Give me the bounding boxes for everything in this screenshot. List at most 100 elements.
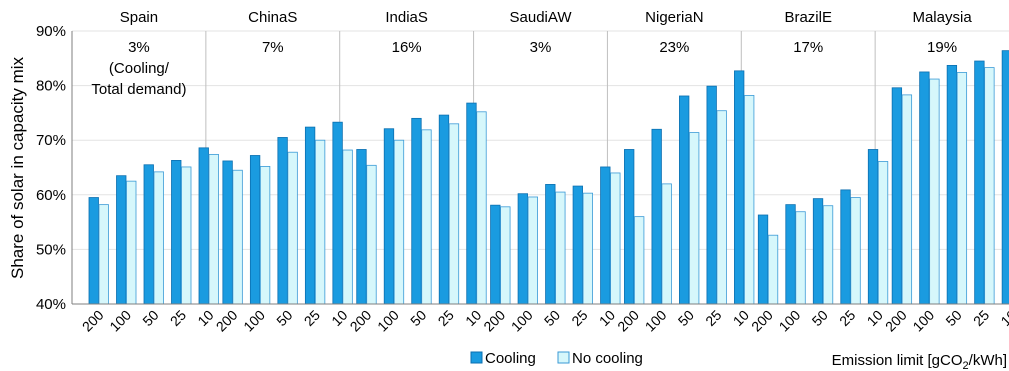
x-tick-label: 25	[167, 307, 189, 329]
y-tick-label: 60%	[36, 187, 66, 204]
bar-cooling	[891, 87, 903, 305]
bar-cooling	[919, 71, 930, 305]
bar-cooling	[974, 60, 985, 305]
bar-no-cooling	[259, 166, 271, 305]
cooling-share-label: 7%	[262, 39, 284, 56]
bar-no-cooling	[744, 95, 755, 305]
x-tick-label: 100	[909, 307, 937, 335]
x-axis-title-sub: 2	[963, 360, 969, 371]
legend: Cooling No cooling	[470, 350, 643, 367]
cooling-share-label: 23%	[659, 39, 689, 56]
cooling-share-label: 17%	[793, 39, 823, 56]
legend-swatch-no-cooling	[557, 351, 570, 364]
y-axis-title: Share of solar in capacity mix	[8, 56, 27, 279]
bar-no-cooling	[527, 196, 538, 305]
bar-no-cooling	[126, 180, 137, 305]
bar-cooling	[171, 160, 182, 305]
x-tick-label: 100	[240, 307, 268, 335]
x-tick-label: 100	[106, 307, 134, 335]
x-tick-label: 200	[882, 307, 910, 335]
bar-cooling	[785, 204, 796, 305]
bar-no-cooling	[314, 139, 326, 305]
cooling-share-label: 19%	[927, 39, 957, 56]
x-axis-title: Emission limit [gCO2/kWh]	[832, 352, 1007, 371]
x-tick-label: 50	[407, 307, 429, 329]
cooling-share-label: Total demand)	[91, 81, 186, 98]
bar-no-cooling	[500, 206, 511, 305]
y-tick-label: 40%	[36, 296, 66, 313]
bar-cooling	[383, 128, 395, 305]
bar-cooling	[679, 95, 690, 305]
x-tick-label: 50	[139, 307, 161, 329]
bar-cooling	[249, 155, 261, 305]
bar-no-cooling	[181, 166, 192, 305]
bar-no-cooling	[634, 216, 645, 305]
y-tick-label: 70%	[36, 132, 66, 149]
bar-no-cooling	[661, 183, 672, 305]
bar-no-cooling	[393, 139, 405, 305]
panel-title: NigeriaN	[645, 9, 703, 26]
bar-cooling	[466, 102, 477, 305]
x-axis-title-main: Emission limit [gCO	[832, 352, 963, 369]
bar-cooling	[651, 128, 662, 305]
x-tick-label: 200	[79, 307, 107, 335]
cooling-share-label: (Cooling/	[109, 60, 170, 77]
bar-cooling	[600, 166, 611, 305]
bar-cooling	[411, 117, 422, 305]
x-tick-label: 50	[942, 307, 964, 329]
bar-cooling	[116, 175, 127, 305]
cooling-share-label: 16%	[392, 39, 422, 56]
bar-cooling	[198, 147, 209, 305]
panel-title: BrazilE	[784, 9, 832, 26]
x-tick-label: 25	[435, 307, 457, 329]
panel-title: IndiaS	[385, 9, 428, 26]
legend-label-cooling: Cooling	[485, 350, 536, 367]
bar-cooling	[438, 114, 450, 305]
bar-no-cooling	[555, 191, 566, 305]
bar-cooling	[222, 160, 233, 305]
bar-no-cooling	[795, 211, 806, 305]
bar-cooling	[304, 126, 316, 305]
panel-title: Malaysia	[912, 9, 972, 26]
y-tick-label: 80%	[36, 78, 66, 95]
x-tick-label: 25	[836, 307, 858, 329]
y-tick-label: 50%	[36, 241, 66, 258]
bar-no-cooling	[767, 234, 779, 305]
bar-no-cooling	[476, 111, 487, 305]
x-tick-label: 200	[347, 307, 375, 335]
bar-no-cooling	[208, 153, 219, 305]
x-tick-label: 100	[642, 307, 670, 335]
bar-no-cooling	[956, 72, 968, 305]
y-tick-label: 90%	[36, 23, 66, 40]
x-tick-label: 200	[748, 307, 776, 335]
bar-no-cooling	[716, 110, 727, 305]
x-tick-label: 100	[776, 307, 804, 335]
x-tick-label: 100	[374, 307, 402, 335]
x-tick-label: 10	[596, 307, 618, 329]
bar-cooling	[88, 197, 99, 305]
bar-cooling	[545, 184, 556, 305]
bar-no-cooling	[448, 123, 460, 305]
bar-cooling	[624, 149, 635, 305]
bar-no-cooling	[929, 78, 940, 305]
bar-cooling	[490, 204, 501, 305]
bar-cooling	[757, 214, 769, 305]
x-tick-label: 200	[213, 307, 241, 335]
x-tick-label: 50	[809, 307, 831, 329]
bar-no-cooling	[287, 151, 298, 305]
bar-no-cooling	[689, 132, 700, 305]
bars	[88, 50, 1009, 305]
bar-no-cooling	[901, 94, 913, 305]
x-tick-label: 25	[568, 307, 590, 329]
bar-cooling	[867, 149, 879, 305]
bar-cooling	[946, 64, 958, 305]
x-tick-label: 200	[614, 307, 642, 335]
bar-cooling	[840, 189, 851, 305]
bar-cooling	[572, 185, 583, 305]
x-tick-label: 25	[970, 307, 992, 329]
x-tick-label: 10	[328, 307, 350, 329]
x-tick-label: 10	[864, 307, 886, 329]
bar-cooling	[356, 149, 367, 305]
bar-no-cooling	[610, 172, 621, 305]
